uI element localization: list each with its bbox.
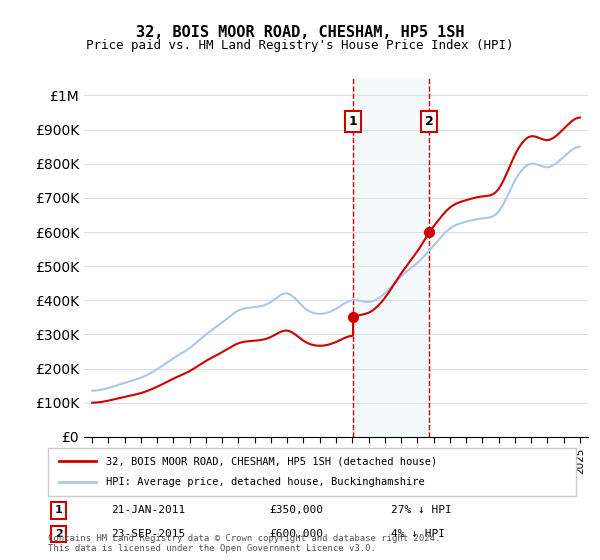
- Text: 4% ↓ HPI: 4% ↓ HPI: [391, 529, 445, 539]
- Text: 32, BOIS MOOR ROAD, CHESHAM, HP5 1SH (detached house): 32, BOIS MOOR ROAD, CHESHAM, HP5 1SH (de…: [106, 456, 437, 466]
- Text: 32, BOIS MOOR ROAD, CHESHAM, HP5 1SH: 32, BOIS MOOR ROAD, CHESHAM, HP5 1SH: [136, 25, 464, 40]
- Text: 27% ↓ HPI: 27% ↓ HPI: [391, 505, 452, 515]
- Text: 21-JAN-2011: 21-JAN-2011: [112, 505, 185, 515]
- Bar: [353, 78, 429, 437]
- Text: 1: 1: [55, 505, 62, 515]
- Text: Price paid vs. HM Land Registry's House Price Index (HPI): Price paid vs. HM Land Registry's House …: [86, 39, 514, 52]
- Text: HPI: Average price, detached house, Buckinghamshire: HPI: Average price, detached house, Buck…: [106, 477, 425, 487]
- Text: £350,000: £350,000: [270, 505, 324, 515]
- Text: £600,000: £600,000: [270, 529, 324, 539]
- Text: 2: 2: [425, 115, 434, 128]
- Text: 1: 1: [349, 115, 358, 128]
- FancyBboxPatch shape: [48, 448, 576, 496]
- Text: 23-SEP-2015: 23-SEP-2015: [112, 529, 185, 539]
- Text: Contains HM Land Registry data © Crown copyright and database right 2024.
This d: Contains HM Land Registry data © Crown c…: [48, 534, 440, 553]
- Text: 2: 2: [55, 529, 62, 539]
